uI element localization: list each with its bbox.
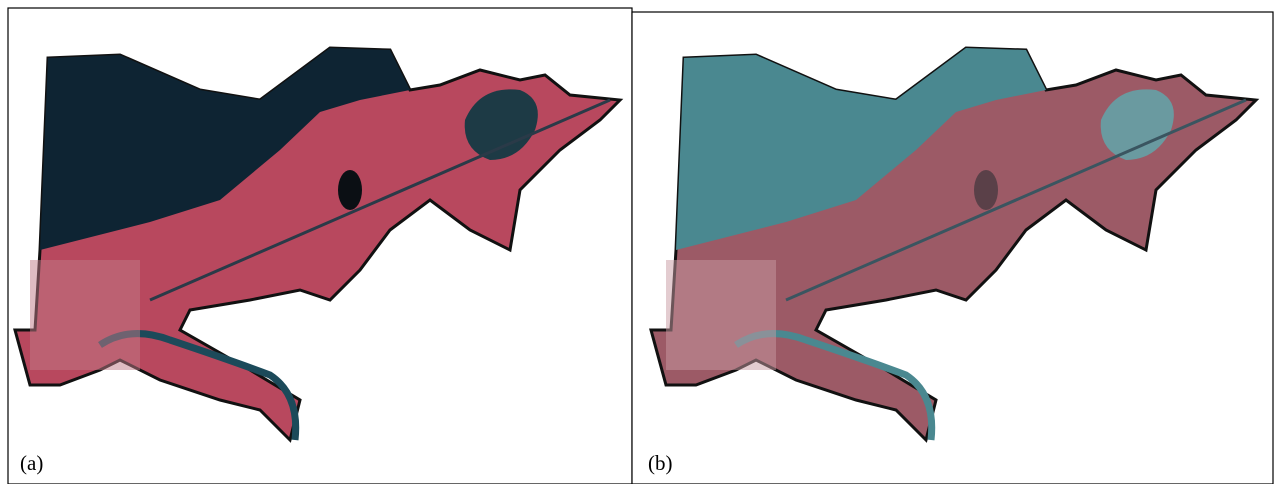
urban-area bbox=[30, 260, 140, 370]
panel-label: (a) bbox=[20, 451, 43, 475]
pond bbox=[974, 170, 998, 210]
panel-a: (a) bbox=[8, 8, 632, 484]
panel-label: (b) bbox=[648, 451, 673, 475]
urban-area bbox=[666, 260, 776, 370]
figure: (a) (b) bbox=[0, 0, 1274, 484]
pond bbox=[338, 170, 362, 210]
page: (a) (b) (() => { const data = JSON.parse… bbox=[0, 0, 1274, 484]
panel-b: (b) bbox=[632, 12, 1273, 484]
